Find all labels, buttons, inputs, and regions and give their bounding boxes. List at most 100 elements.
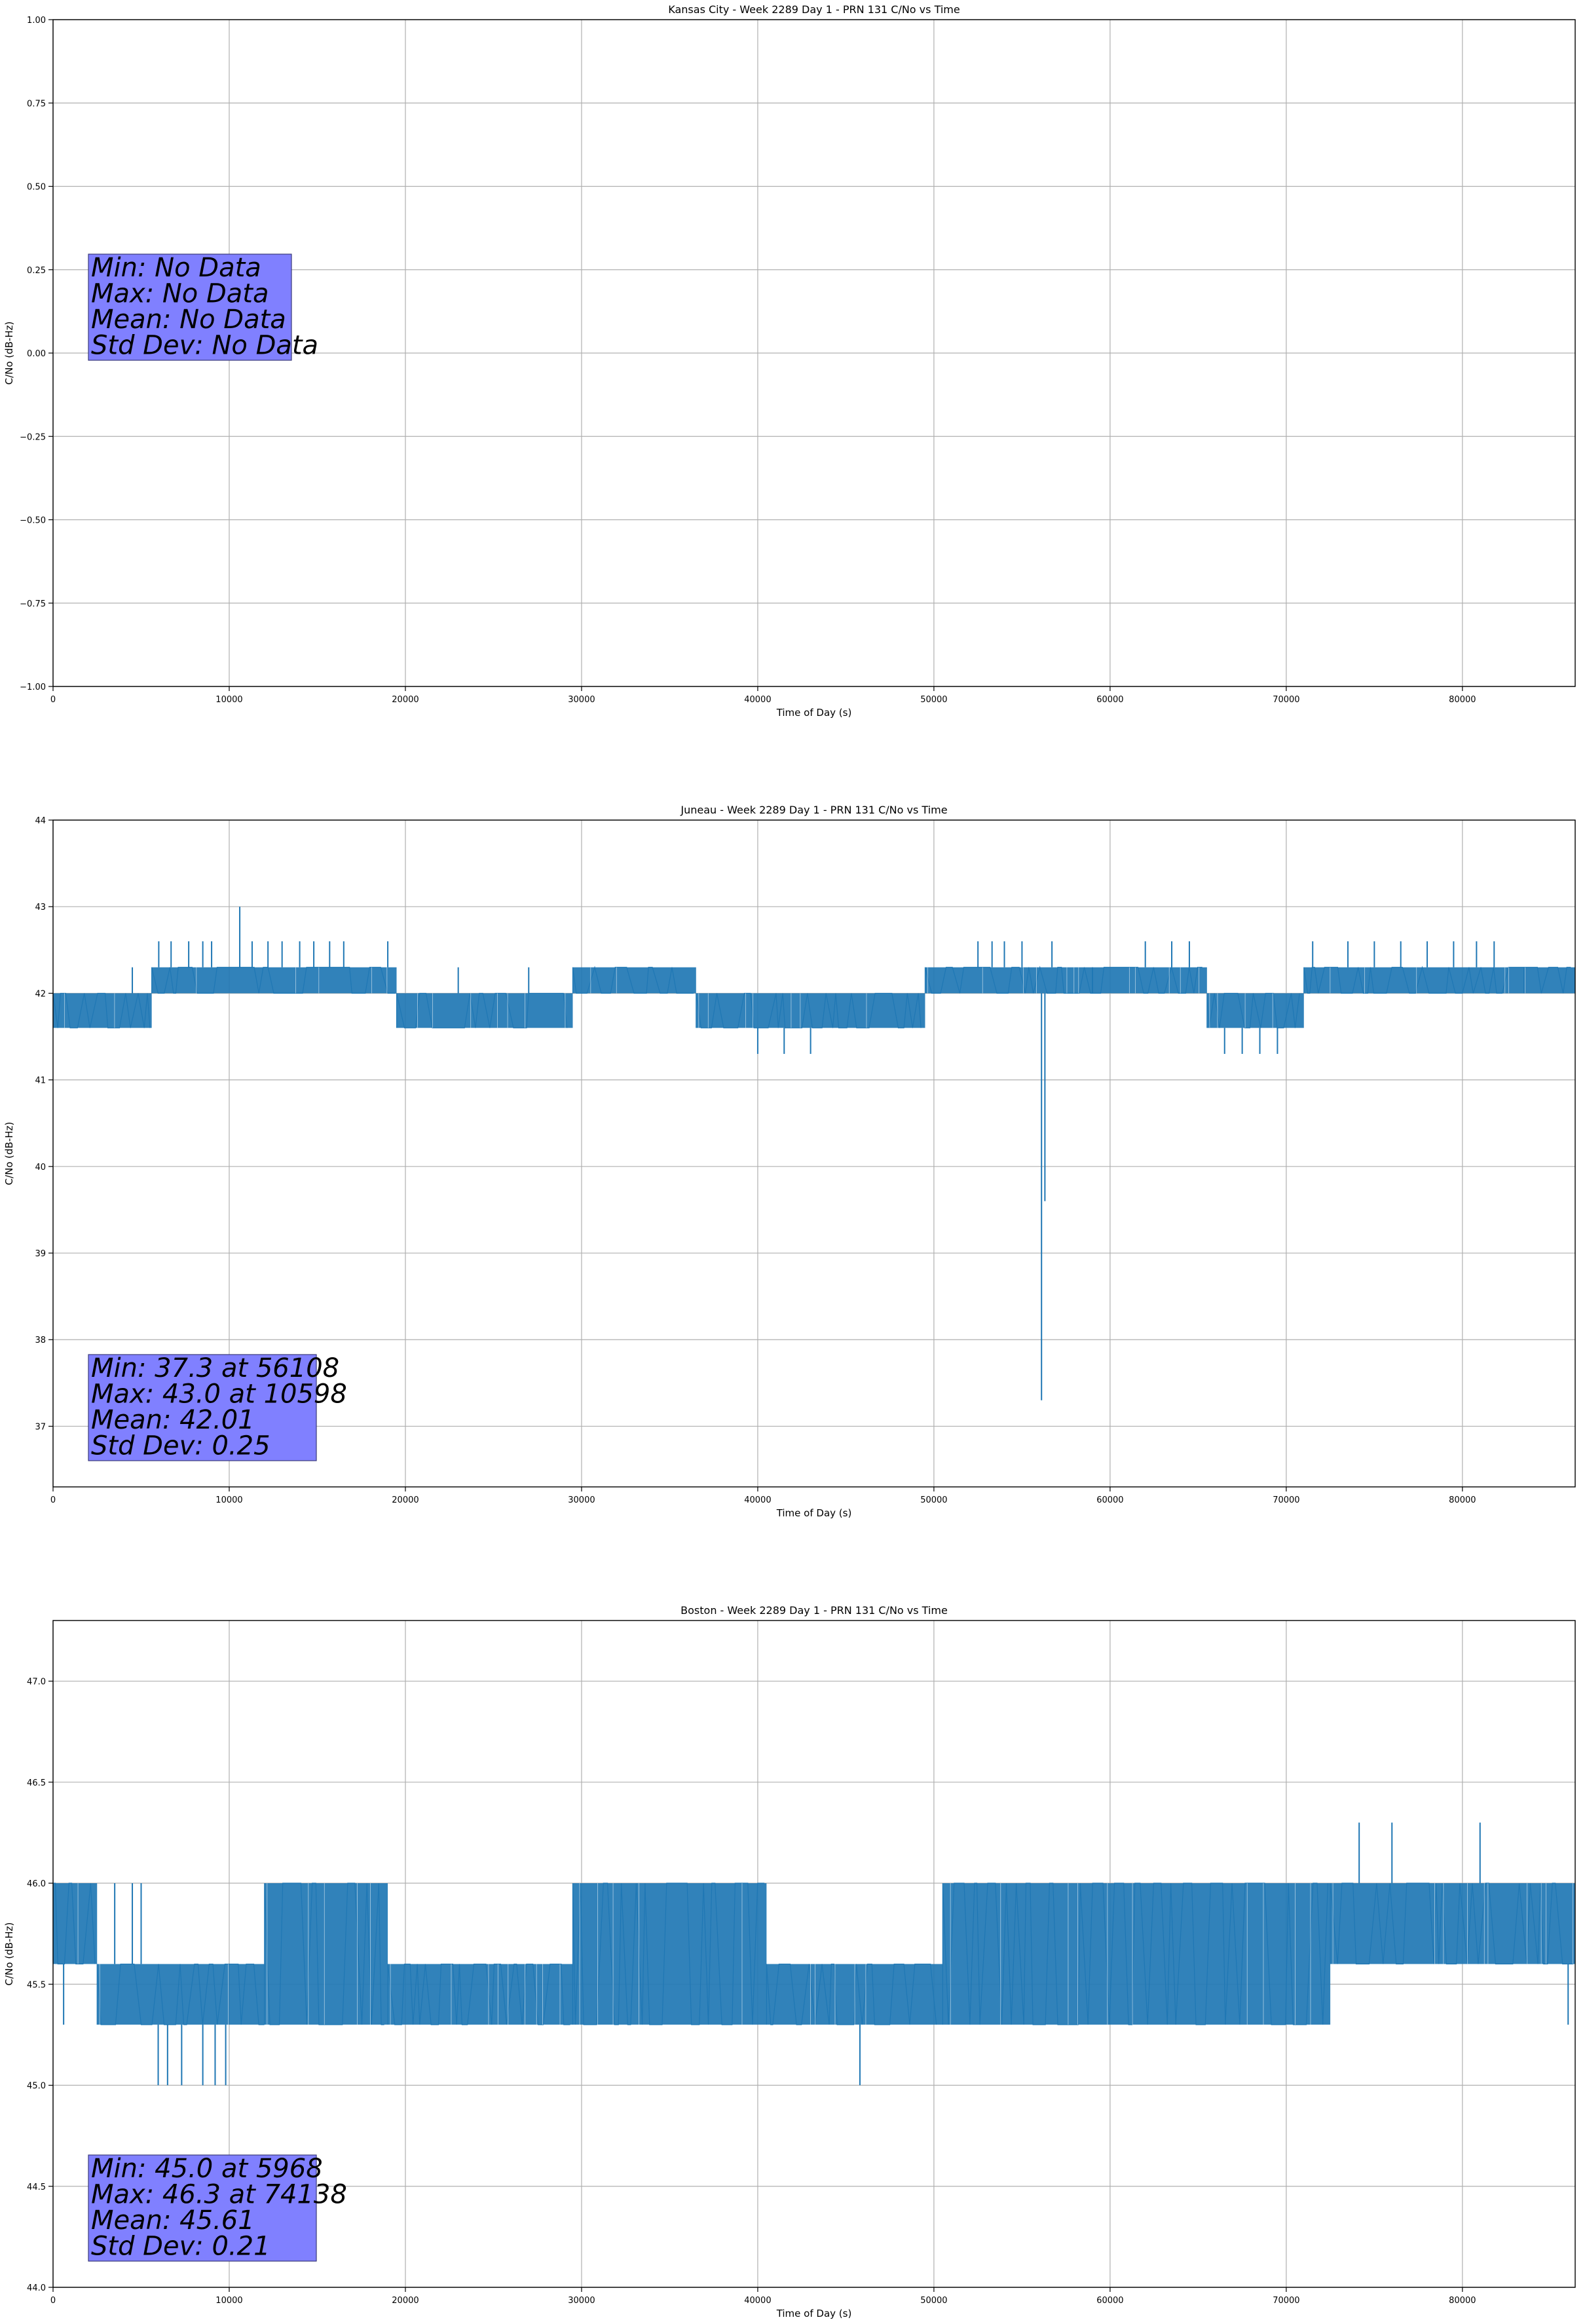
stats-box	[88, 2154, 317, 2262]
series-band	[696, 993, 925, 1028]
stats-box	[88, 1354, 317, 1461]
y-tick-label: 46.5	[27, 1778, 46, 1788]
series-band	[925, 967, 1207, 994]
x-tick-label: 70000	[1273, 2296, 1299, 2306]
y-tick-label: 47.0	[27, 1677, 46, 1687]
y-tick-label: 39	[35, 1249, 46, 1259]
x-tick-label: 40000	[744, 2296, 771, 2306]
x-tick-label: 20000	[392, 1495, 419, 1505]
x-tick-label: 60000	[1096, 1495, 1123, 1505]
stats-line: Mean: 42.01	[91, 1405, 255, 1435]
axes-frame	[52, 819, 1576, 1488]
stats-line: Std Dev: No Data	[91, 331, 318, 361]
x-tick-label: 70000	[1273, 1495, 1299, 1505]
y-tick-label: 0.25	[27, 266, 46, 276]
x-tick-label: 30000	[568, 1495, 595, 1505]
y-axis-title: C/No (dB-Hz)	[3, 1122, 15, 1186]
stats-line: Min: No Data	[91, 253, 261, 283]
series-trace	[151, 967, 396, 994]
y-tick-label: −0.50	[20, 516, 46, 526]
series-trace	[572, 965, 694, 994]
series-trace	[96, 1963, 265, 2025]
chart-title: Kansas City - Week 2289 Day 1 - PRN 131 …	[668, 3, 960, 16]
x-tick-label: 0	[50, 2296, 56, 2306]
series-trace	[396, 992, 568, 1028]
x-tick-label: 20000	[392, 2296, 419, 2306]
y-tick-label: 43	[35, 903, 46, 912]
series-trace	[387, 1963, 570, 2025]
y-tick-label: 45.0	[27, 2082, 46, 2091]
y-axis-title: C/No (dB-Hz)	[3, 322, 15, 385]
stats-line: Std Dev: 0.25	[91, 1431, 270, 1461]
y-tick-label: 44	[35, 816, 46, 826]
stats-line: Min: 45.0 at 5968	[91, 2154, 323, 2184]
series-band	[151, 967, 397, 994]
x-axis-title: Time of Day (s)	[776, 707, 852, 719]
x-tick-label: 20000	[392, 695, 419, 705]
data-series-1	[52, 907, 1575, 1400]
series-trace	[264, 1883, 384, 2025]
chart-panel-3: 0 10000 20000 30000 40000 50000 60000 70000 8000…	[3, 1604, 1576, 2319]
series-trace	[52, 1883, 96, 1965]
series-trace	[924, 965, 1203, 994]
series-band	[1303, 967, 1575, 994]
series-trace	[1206, 992, 1300, 1028]
x-tick-label: 50000	[920, 2296, 947, 2306]
stats-line: Min: 37.3 at 56108	[91, 1353, 339, 1383]
x-tick-label: 30000	[568, 2296, 595, 2306]
data-series-1	[52, 1822, 1575, 2086]
y-tick-label: 0.00	[27, 349, 46, 359]
series-trace	[696, 992, 922, 1028]
x-tick-label: 0	[50, 695, 56, 705]
y-tick-label: −0.25	[20, 432, 46, 442]
y-tick-label: 44.5	[27, 2183, 46, 2192]
stats-box	[88, 253, 292, 361]
x-tick-label: 70000	[1273, 695, 1299, 705]
series-band	[572, 1883, 767, 2025]
series-band	[396, 993, 573, 1028]
stats-line: Mean: 45.61	[91, 2205, 255, 2236]
stats-line: Max: No Data	[91, 279, 269, 309]
chart-panel-1: 0 10000 20000 30000 40000 50000 60000 70000 8000…	[3, 3, 1576, 719]
series-trace	[766, 1963, 937, 2025]
x-tick-label: 60000	[1096, 695, 1123, 705]
stats-line: Mean: No Data	[91, 305, 286, 335]
x-tick-label: 80000	[1449, 695, 1476, 705]
y-axis-title: C/No (dB-Hz)	[3, 1922, 15, 1986]
series-trace	[1303, 965, 1571, 994]
x-tick-label: 40000	[744, 695, 771, 705]
x-tick-label: 60000	[1096, 2296, 1123, 2306]
x-tick-label: 0	[50, 1495, 56, 1505]
x-tick-label: 10000	[215, 695, 242, 705]
chart-title: Boston - Week 2289 Day 1 - PRN 131 C/No …	[681, 1604, 948, 1617]
x-tick-label: 10000	[215, 1495, 242, 1505]
stats-line: Std Dev: 0.21	[91, 2232, 270, 2262]
y-tick-label: −0.75	[20, 599, 46, 609]
x-tick-label: 40000	[744, 1495, 771, 1505]
stats-line: Max: 46.3 at 74138	[91, 2180, 347, 2210]
series-trace	[572, 1883, 765, 2025]
x-tick-label: 10000	[215, 2296, 242, 2306]
y-tick-label: 46.0	[27, 1879, 46, 1889]
x-tick-label: 50000	[920, 1495, 947, 1505]
chart-title: Juneau - Week 2289 Day 1 - PRN 131 C/No …	[680, 804, 947, 816]
y-tick-label: 42	[35, 989, 46, 999]
y-tick-label: 40	[35, 1163, 46, 1172]
y-tick-label: 1.00	[27, 16, 46, 26]
y-tick-label: 0.50	[27, 183, 46, 193]
x-tick-label: 50000	[920, 695, 947, 705]
x-axis-title: Time of Day (s)	[776, 1507, 852, 1519]
x-tick-label: 80000	[1449, 2296, 1476, 2306]
series-trace	[52, 992, 151, 1028]
y-tick-label: 37	[35, 1422, 46, 1432]
y-tick-label: 38	[35, 1336, 46, 1345]
series-trace	[942, 1883, 1329, 2025]
y-tick-label: 0.75	[27, 99, 46, 109]
x-axis-title: Time of Day (s)	[776, 2308, 852, 2319]
x-tick-label: 30000	[568, 695, 595, 705]
series-band	[264, 1883, 388, 2025]
stats-line: Max: 43.0 at 10598	[91, 1379, 347, 1410]
x-tick-label: 80000	[1449, 1495, 1476, 1505]
y-tick-label: 45.5	[27, 1980, 46, 1990]
